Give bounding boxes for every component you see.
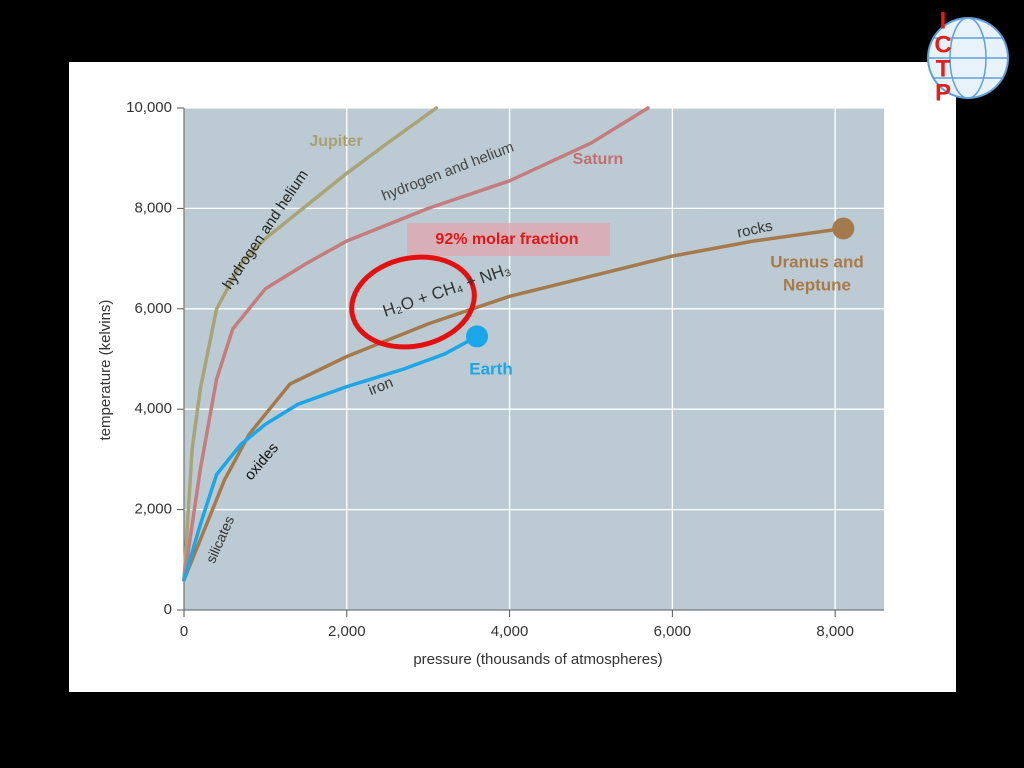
end-marker <box>832 217 855 240</box>
x-tick-label: 4,000 <box>491 623 529 640</box>
y-tick-label: 4,000 <box>134 400 172 417</box>
logo-letter: P <box>935 79 951 106</box>
series-line <box>182 334 479 582</box>
end-marker <box>466 325 489 348</box>
logo <box>927 17 1009 99</box>
y-axis-label: temperature (kelvins) <box>97 300 114 441</box>
plot-area <box>184 108 884 610</box>
y-tick-label: 2,000 <box>134 501 172 518</box>
highlight-box <box>407 223 610 256</box>
annotation: Earth <box>469 359 512 378</box>
x-tick-label: 8,000 <box>816 623 854 640</box>
series-line <box>182 226 846 582</box>
logo-letter: C <box>934 31 951 58</box>
x-axis-label: pressure (thousands of atmospheres) <box>413 651 662 668</box>
highlight-ellipse <box>349 254 477 350</box>
logo-letter: I <box>940 7 947 34</box>
y-tick-label: 0 <box>164 601 172 618</box>
y-tick-label: 8,000 <box>134 199 172 216</box>
x-tick-label: 0 <box>180 623 188 640</box>
series-line <box>182 106 650 582</box>
annotation: Jupiter <box>309 133 362 150</box>
x-tick-label: 2,000 <box>328 623 366 640</box>
x-tick-label: 6,000 <box>654 623 692 640</box>
series-line <box>182 106 439 582</box>
annotation: 92% molar fraction <box>435 231 578 248</box>
annotation: Uranus and <box>770 252 864 271</box>
annotation: Saturn <box>573 151 624 168</box>
logo-letter: T <box>936 55 951 82</box>
annotation: Neptune <box>783 275 851 294</box>
y-tick-label: 10,000 <box>126 99 172 116</box>
y-tick-label: 6,000 <box>134 300 172 317</box>
